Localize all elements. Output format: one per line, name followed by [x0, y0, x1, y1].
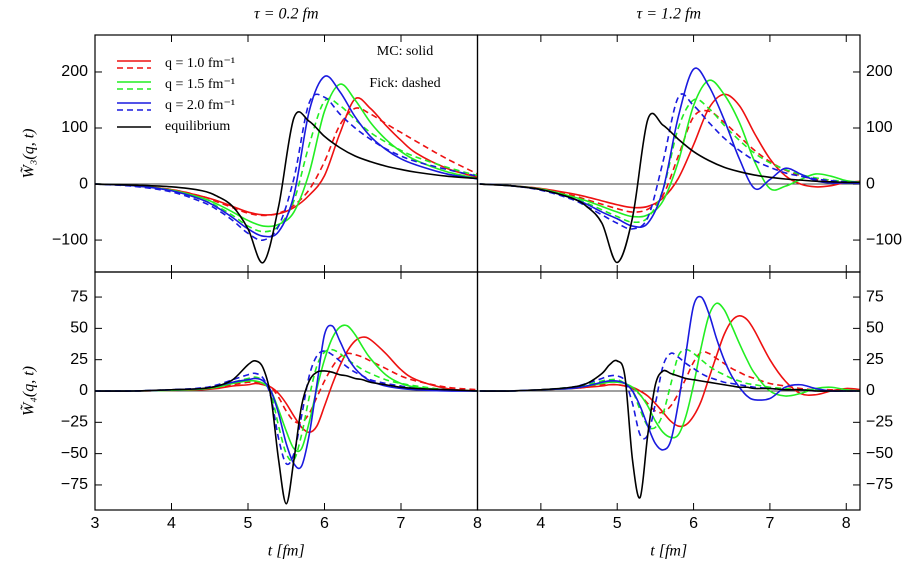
plot-area	[477, 67, 860, 264]
line	[95, 324, 478, 453]
legend-label: equilibrium	[165, 119, 230, 134]
line	[479, 79, 860, 218]
y-tick-label: 200	[866, 63, 893, 80]
y-tick-label: −50	[866, 445, 893, 462]
legend-label: q = 1.0 fm⁻¹	[165, 56, 235, 71]
dashed-line	[479, 98, 860, 224]
y-axis-label: W̃₃(q, t)	[20, 129, 38, 179]
line	[479, 315, 860, 428]
line	[95, 83, 478, 228]
x-tick-label: 4	[167, 515, 176, 532]
dashed-line	[95, 107, 478, 217]
dashed-line	[95, 350, 478, 466]
y-tick-label: 100	[866, 119, 893, 136]
y-tick-label: 25	[866, 351, 884, 368]
dashed-line	[479, 93, 860, 230]
y-tick-label: 75	[70, 288, 88, 305]
legend-label: q = 1.5 fm⁻¹	[165, 77, 235, 92]
dashed-line	[479, 109, 860, 213]
y-tick-label: 25	[70, 351, 88, 368]
y-tick-label: 200	[61, 63, 88, 80]
y-tick-label: −50	[61, 445, 88, 462]
x-tick-label: 8	[842, 515, 851, 532]
y-tick-label: −25	[866, 414, 893, 431]
y-tick-label: 0	[866, 175, 875, 192]
y-tick-label: −75	[866, 476, 893, 493]
line	[95, 75, 478, 238]
y-tick-label: −25	[61, 414, 88, 431]
x-tick-label: 7	[765, 515, 774, 532]
line	[95, 359, 478, 505]
x-tick-label: 6	[689, 515, 698, 532]
y-tick-label: 50	[866, 320, 884, 337]
line	[479, 359, 860, 499]
panel-frame	[476, 34, 861, 273]
x-axis-label: t [fm]	[650, 543, 687, 560]
dashed-line	[479, 352, 860, 440]
x-tick-label: 5	[613, 515, 622, 532]
x-tick-label: 8	[473, 515, 482, 532]
plot-area	[95, 324, 478, 505]
x-tick-label: 6	[320, 515, 329, 532]
panel-title: τ = 1.2 fm	[636, 6, 701, 23]
y-tick-label: 100	[61, 119, 88, 136]
line	[479, 112, 860, 264]
legend-label: q = 2.0 fm⁻¹	[165, 98, 235, 113]
annotation: Fick: dashed	[369, 76, 440, 91]
y-tick-label: 75	[866, 288, 884, 305]
y-tick-label: −100	[52, 231, 88, 248]
x-tick-label: 5	[244, 515, 253, 532]
x-tick-label: 7	[397, 515, 406, 532]
dashed-line	[95, 93, 478, 242]
x-tick-label: 3	[91, 515, 100, 532]
line	[479, 93, 860, 209]
line	[479, 67, 860, 229]
panel-frame	[476, 271, 861, 511]
x-axis-label: t [fm]	[268, 543, 305, 560]
annotation: MC: solid	[377, 44, 433, 59]
line	[95, 111, 478, 264]
y-tick-label: 0	[79, 382, 88, 399]
plot-area	[477, 295, 860, 499]
panel-title: τ = 0.2 fm	[254, 6, 319, 23]
line	[479, 302, 860, 439]
y-tick-label: 50	[70, 320, 88, 337]
y-axis-label: W̃₄(q, t)	[20, 366, 38, 416]
y-tick-label: 0	[79, 175, 88, 192]
x-tick-label: 4	[536, 515, 545, 532]
y-tick-label: 0	[866, 382, 875, 399]
line	[95, 336, 478, 434]
y-tick-label: −100	[866, 231, 902, 248]
y-tick-label: −75	[61, 476, 88, 493]
line	[95, 324, 478, 470]
plot-area	[95, 75, 478, 264]
line	[95, 97, 478, 216]
